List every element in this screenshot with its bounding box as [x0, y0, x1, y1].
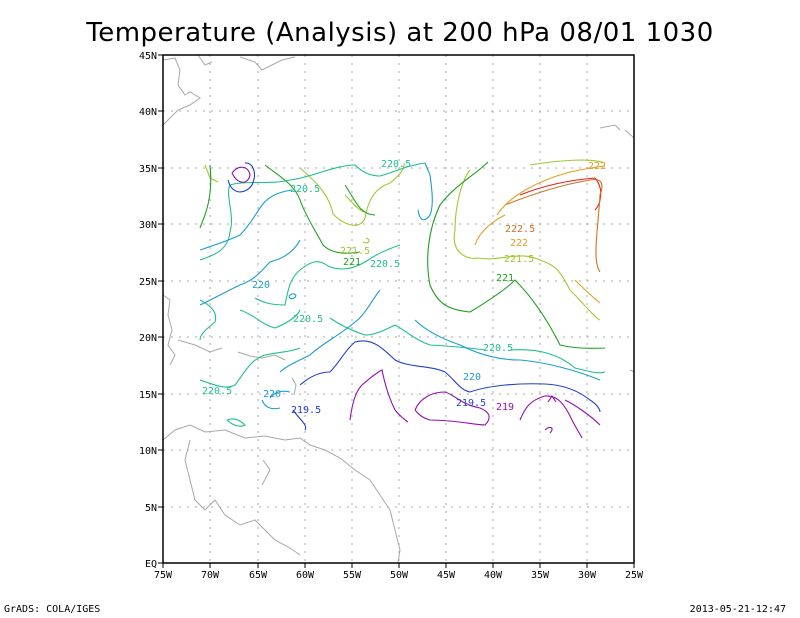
contour-label: 222: [588, 161, 606, 172]
y-tick-label: 5N: [145, 503, 157, 514]
y-tick-label: 45N: [139, 51, 157, 62]
y-tick-label: 35N: [139, 164, 157, 175]
y-tick-label: 40N: [139, 107, 157, 118]
grid-lines: [163, 55, 634, 563]
x-tick-label: 65W: [249, 570, 268, 581]
contour-label: 221.5: [340, 246, 370, 257]
y-axis-labels: EQ 5N 10N 15N 20N 25N 30N 35N 40N 45N: [139, 51, 157, 570]
x-tick-label: 40W: [484, 570, 503, 581]
contour-label: 220: [463, 372, 481, 383]
contour-label: 220.5: [202, 386, 232, 397]
contour-label: 220.5: [370, 259, 400, 270]
y-tick-label: 30N: [139, 220, 157, 231]
contour-label: 219: [496, 402, 514, 413]
y-tick-label: 10N: [139, 446, 157, 457]
footer-credit: GrADS: COLA/IGES: [4, 604, 101, 615]
x-tick-label: 75W: [154, 570, 173, 581]
contour-label: 220.5: [293, 314, 323, 325]
coastlines: [162, 54, 635, 564]
y-tick-label: 25N: [139, 277, 157, 288]
contour-lines: [199, 159, 606, 439]
tick-marks: [158, 54, 635, 568]
x-tick-label: 70W: [201, 570, 220, 581]
x-tick-label: 35W: [531, 570, 550, 581]
contour-label: 222: [510, 238, 528, 249]
contour-label: 220.5: [381, 159, 411, 170]
contour-label: 220: [263, 389, 281, 400]
contour-label: 220.5: [483, 343, 513, 354]
contour-label: 221: [496, 273, 514, 284]
x-tick-label: 30W: [578, 570, 597, 581]
y-tick-label: 20N: [139, 333, 157, 344]
x-axis-labels: 75W 70W 65W 60W 55W 50W 45W 40W 35W 30W …: [154, 570, 644, 581]
contour-label: 222.5: [505, 224, 535, 235]
contour-label: 220.5: [290, 184, 320, 195]
x-tick-label: 25W: [625, 570, 644, 581]
contour-label: 221: [343, 257, 361, 268]
contour-label: 221.5: [504, 254, 534, 265]
x-tick-label: 55W: [343, 570, 362, 581]
contour-label: 220: [252, 280, 270, 291]
map-frame: [162, 54, 635, 564]
contour-label: 219.5: [456, 398, 486, 409]
x-tick-label: 60W: [296, 570, 315, 581]
contour-label-group: 220.5 220.5 221.5 221 220.5 220 220.5 22…: [202, 159, 606, 416]
y-tick-label: EQ: [145, 559, 157, 570]
y-tick-label: 15N: [139, 390, 157, 401]
map-title: Temperature (Analysis) at 200 hPa 08/01 …: [86, 18, 714, 48]
x-tick-label: 50W: [390, 570, 409, 581]
footer-timestamp: 2013-05-21-12:47: [689, 604, 786, 615]
contour-label: 219.5: [291, 405, 321, 416]
x-tick-label: 45W: [437, 570, 456, 581]
